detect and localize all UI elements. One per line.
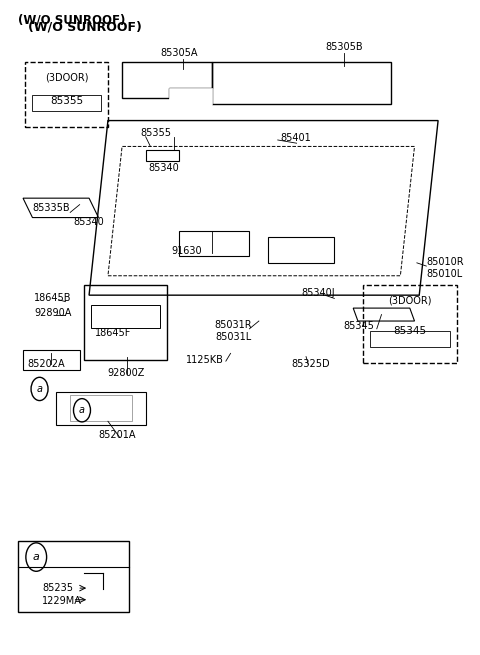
Text: 85202A: 85202A (28, 359, 65, 369)
Text: 85305B: 85305B (325, 42, 362, 52)
Text: (3DOOR): (3DOOR) (45, 72, 88, 82)
Text: 85355: 85355 (50, 96, 83, 106)
Text: 92890A: 92890A (34, 308, 72, 318)
Text: 1125KB: 1125KB (186, 355, 224, 365)
Text: 85355: 85355 (141, 128, 172, 138)
Text: 85031R: 85031R (214, 320, 252, 330)
Text: 85335B: 85335B (33, 203, 70, 213)
Text: 85031L: 85031L (216, 332, 252, 342)
Text: 85340J: 85340J (301, 288, 335, 297)
Text: 18645F: 18645F (96, 328, 132, 338)
Text: (W/O SUNROOF): (W/O SUNROOF) (18, 14, 126, 27)
Text: a: a (33, 552, 40, 562)
Text: a: a (79, 405, 85, 415)
Text: 85325D: 85325D (291, 360, 330, 369)
Polygon shape (169, 88, 212, 104)
Text: 18645B: 18645B (34, 293, 72, 303)
Text: 85401: 85401 (280, 133, 311, 143)
Text: 85010L: 85010L (426, 269, 463, 280)
Text: 92800Z: 92800Z (107, 367, 144, 378)
Text: 1229MA: 1229MA (42, 596, 82, 606)
Text: 85305A: 85305A (160, 48, 197, 58)
Text: (W/O SUNROOF): (W/O SUNROOF) (28, 20, 142, 33)
Text: 85235: 85235 (42, 583, 73, 593)
Text: 91630: 91630 (172, 246, 202, 256)
Text: 85340: 85340 (148, 163, 179, 173)
Text: 85201A: 85201A (98, 430, 136, 440)
Text: 85345: 85345 (393, 326, 426, 336)
Text: a: a (36, 384, 43, 394)
Text: 85345: 85345 (344, 321, 374, 331)
Text: 85340: 85340 (74, 217, 105, 227)
Text: 85010R: 85010R (426, 257, 464, 267)
Text: (3DOOR): (3DOOR) (388, 295, 432, 305)
